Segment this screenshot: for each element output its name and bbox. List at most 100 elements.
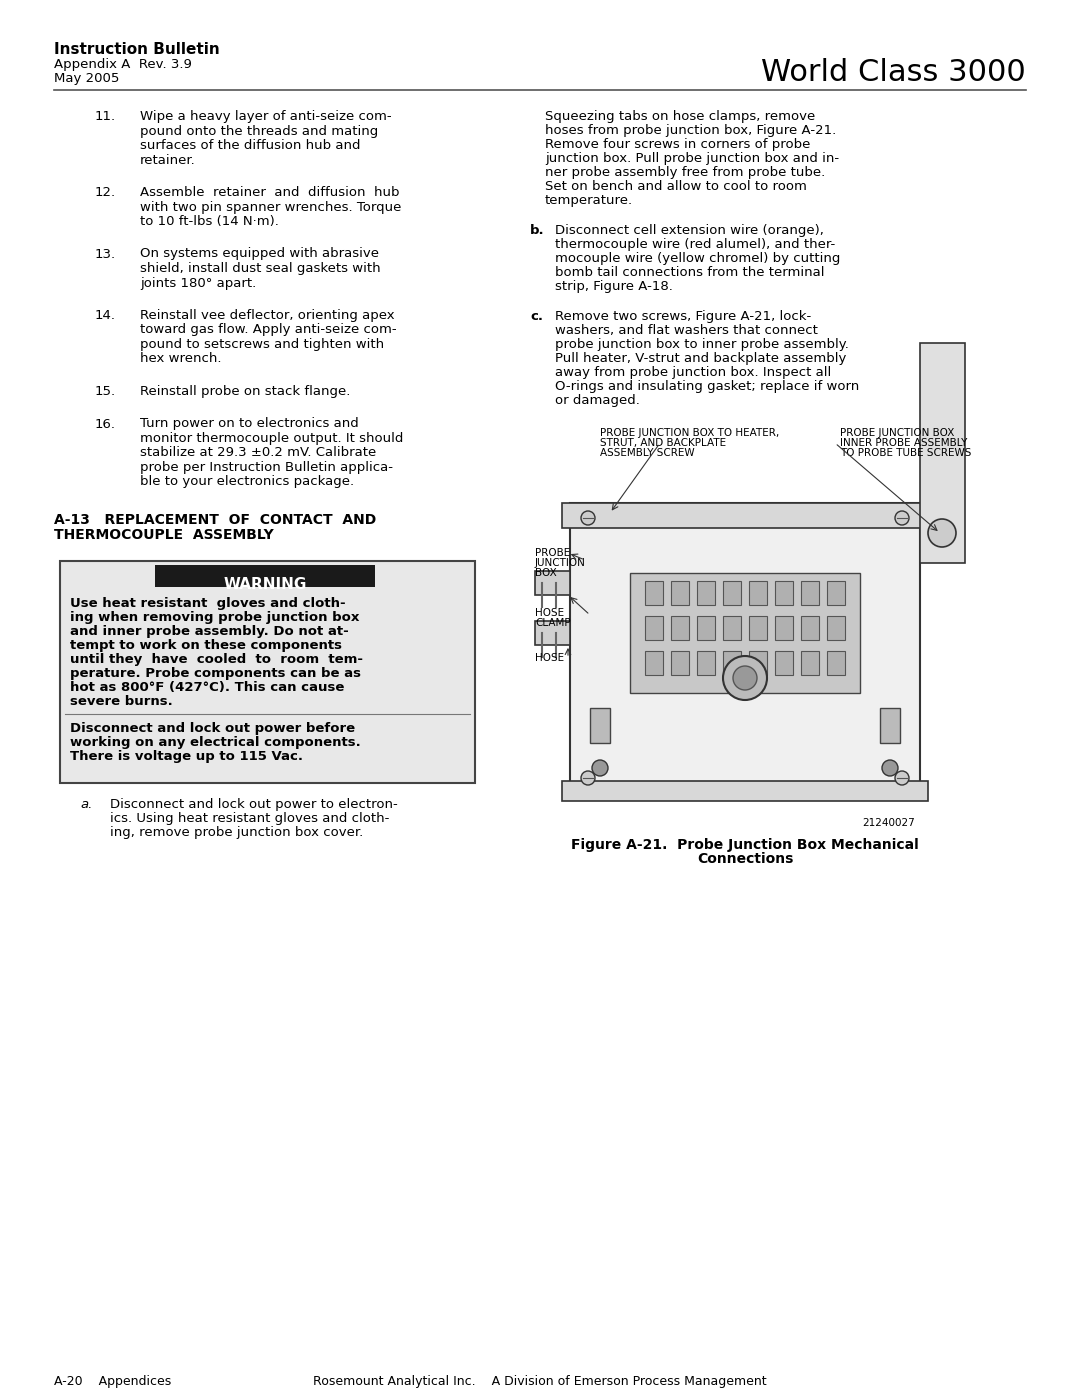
Bar [880,708,900,743]
Bar [801,651,819,675]
Text: or damaged.: or damaged. [555,394,639,407]
Circle shape [581,511,595,525]
Text: thermocouple wire (red alumel), and ther-: thermocouple wire (red alumel), and ther… [555,237,835,251]
Text: until they  have  cooled  to  room  tem-: until they have cooled to room tem- [70,652,363,666]
Text: mocouple wire (yellow chromel) by cutting: mocouple wire (yellow chromel) by cuttin… [555,251,840,265]
Text: 16.: 16. [95,418,116,430]
Text: Wipe a heavy layer of anti-seize com-: Wipe a heavy layer of anti-seize com- [140,110,392,123]
Text: perature. Probe components can be as: perature. Probe components can be as [70,666,361,680]
Bar [590,708,610,743]
Text: to 10 ft-lbs (14 N·m).: to 10 ft-lbs (14 N·m). [140,215,279,228]
Text: retainer.: retainer. [140,154,195,166]
Text: hoses from probe junction box, Figure A-21.: hoses from probe junction box, Figure A-… [545,124,836,137]
Text: Figure A-21.  Probe Junction Box Mechanical: Figure A-21. Probe Junction Box Mechanic… [571,838,919,852]
Text: 11.: 11. [95,110,117,123]
Text: O-rings and insulating gasket; replace if worn: O-rings and insulating gasket; replace i… [555,380,860,393]
Text: 21240027: 21240027 [862,819,915,828]
Circle shape [928,520,956,548]
Text: HOSE: HOSE [535,608,564,617]
Bar [535,622,570,645]
Bar [645,651,663,675]
Text: Use heat resistant  gloves and cloth-: Use heat resistant gloves and cloth- [70,597,346,610]
Circle shape [581,771,595,785]
Bar [645,581,663,605]
Bar [801,616,819,640]
Text: CLAMP: CLAMP [535,617,570,629]
Bar [697,651,715,675]
Text: WARNING: WARNING [224,577,307,592]
Text: ing, remove probe junction box cover.: ing, remove probe junction box cover. [110,826,363,840]
Text: Pull heater, V-strut and backplate assembly: Pull heater, V-strut and backplate assem… [555,352,847,365]
Text: Disconnect and lock out power to electron-: Disconnect and lock out power to electro… [110,798,397,812]
Bar [671,651,689,675]
Bar [562,781,928,800]
Bar [723,651,741,675]
Text: surfaces of the diffusion hub and: surfaces of the diffusion hub and [140,138,361,152]
Text: ASSEMBLY SCREW: ASSEMBLY SCREW [600,448,694,458]
Text: Set on bench and allow to cool to room: Set on bench and allow to cool to room [545,180,807,193]
Bar [827,581,845,605]
Text: STRUT, AND BACKPLATE: STRUT, AND BACKPLATE [600,439,726,448]
Circle shape [592,760,608,775]
Text: with two pin spanner wrenches. Torque: with two pin spanner wrenches. Torque [140,201,402,214]
Text: World Class 3000: World Class 3000 [761,59,1026,87]
Text: 14.: 14. [95,309,116,321]
Text: pound to setscrews and tighten with: pound to setscrews and tighten with [140,338,384,351]
Text: c.: c. [530,310,543,323]
Bar [630,573,860,693]
Bar [827,651,845,675]
Bar [801,581,819,605]
Text: May 2005: May 2005 [54,73,120,85]
Text: probe per Instruction Bulletin applica-: probe per Instruction Bulletin applica- [140,461,393,474]
Text: toward gas flow. Apply anti-seize com-: toward gas flow. Apply anti-seize com- [140,324,396,337]
Text: bomb tail connections from the terminal: bomb tail connections from the terminal [555,265,824,279]
Text: Disconnect and lock out power before: Disconnect and lock out power before [70,722,355,735]
Bar [671,581,689,605]
Bar [697,616,715,640]
Text: temperature.: temperature. [545,194,633,207]
Text: Reinstall vee deflector, orienting apex: Reinstall vee deflector, orienting apex [140,309,394,321]
Text: Squeezing tabs on hose clamps, remove: Squeezing tabs on hose clamps, remove [545,110,815,123]
Text: ble to your electronics package.: ble to your electronics package. [140,475,354,489]
Bar [775,651,793,675]
Bar [750,616,767,640]
Circle shape [723,657,767,700]
Bar [775,581,793,605]
Text: working on any electrical components.: working on any electrical components. [70,736,361,749]
Text: ing when removing probe junction box: ing when removing probe junction box [70,610,360,624]
Text: Appendix A  Rev. 3.9: Appendix A Rev. 3.9 [54,59,192,71]
Bar [775,616,793,640]
Text: strip, Figure A-18.: strip, Figure A-18. [555,279,673,293]
Bar [562,503,928,528]
Bar [156,564,375,587]
Text: Remove two screws, Figure A-21, lock-: Remove two screws, Figure A-21, lock- [555,310,811,323]
Text: 15.: 15. [95,386,117,398]
Text: JUNCTION: JUNCTION [535,557,585,569]
Text: BOX: BOX [535,569,557,578]
Text: Instruction Bulletin: Instruction Bulletin [54,42,219,57]
Text: TO PROBE TUBE SCREWS: TO PROBE TUBE SCREWS [840,448,971,458]
Circle shape [882,760,897,775]
Text: Turn power on to electronics and: Turn power on to electronics and [140,418,359,430]
Text: shield, install dust seal gaskets with: shield, install dust seal gaskets with [140,263,380,275]
Text: INNER PROBE ASSEMBLY: INNER PROBE ASSEMBLY [840,439,968,448]
Bar [750,651,767,675]
Text: PROBE JUNCTION BOX: PROBE JUNCTION BOX [840,427,955,439]
Text: PROBE: PROBE [535,548,570,557]
Text: a.: a. [80,798,93,812]
Bar [827,616,845,640]
Text: washers, and flat washers that connect: washers, and flat washers that connect [555,324,818,337]
Text: HOSE: HOSE [535,652,564,664]
Text: junction box. Pull probe junction box and in-: junction box. Pull probe junction box an… [545,152,839,165]
Text: and inner probe assembly. Do not at-: and inner probe assembly. Do not at- [70,624,349,638]
Text: hot as 800°F (427°C). This can cause: hot as 800°F (427°C). This can cause [70,680,345,694]
Text: severe burns.: severe burns. [70,694,173,708]
Bar [920,344,966,563]
Text: On systems equipped with abrasive: On systems equipped with abrasive [140,247,379,260]
Bar [570,503,920,793]
Text: There is voltage up to 115 Vac.: There is voltage up to 115 Vac. [70,750,303,763]
Text: Assemble  retainer  and  diffusion  hub: Assemble retainer and diffusion hub [140,186,400,198]
Text: b.: b. [530,224,544,237]
Text: A-20    Appendices: A-20 Appendices [54,1375,172,1389]
Text: A-13   REPLACEMENT  OF  CONTACT  AND: A-13 REPLACEMENT OF CONTACT AND [54,513,376,527]
